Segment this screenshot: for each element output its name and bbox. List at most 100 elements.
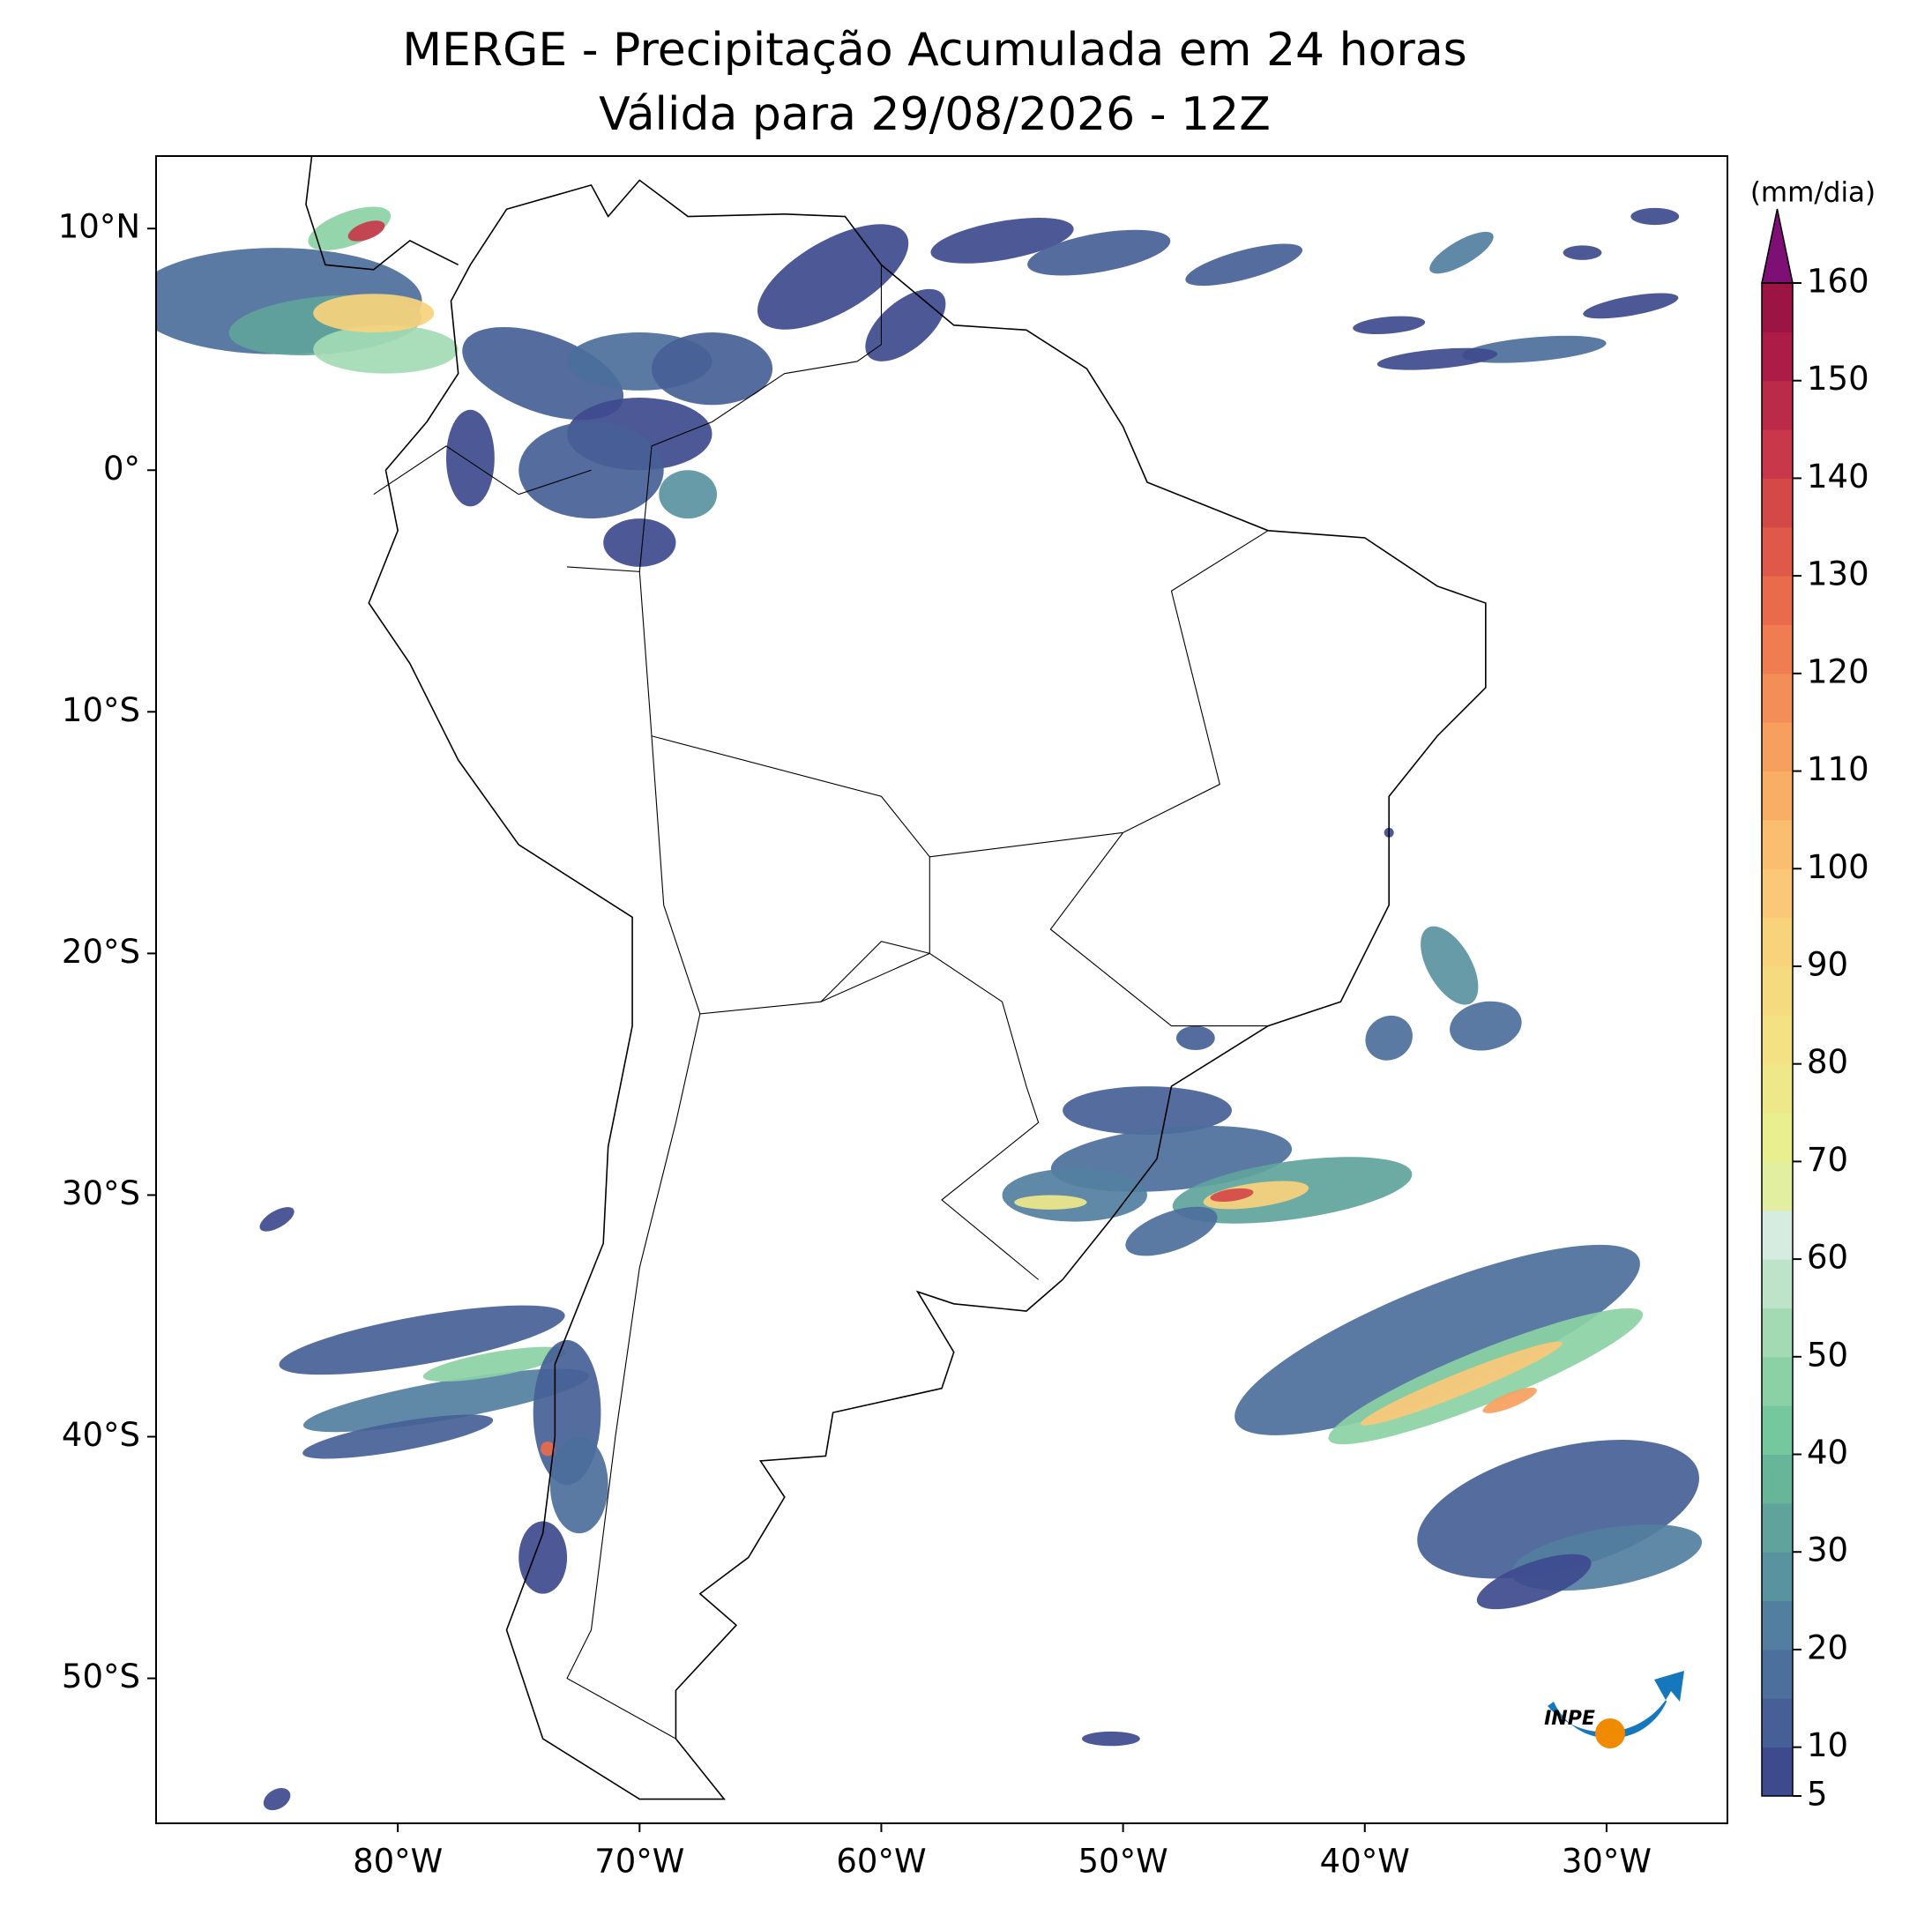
precip-area xyxy=(1421,926,1479,1005)
colorbar-extend xyxy=(1761,208,1794,284)
logo-text: INPE xyxy=(1544,1708,1595,1730)
precip-area xyxy=(1014,1195,1087,1210)
x-tick-label: 80°W xyxy=(353,1843,443,1881)
colorbar-band xyxy=(1762,283,1793,332)
precip-area xyxy=(549,1436,608,1534)
precip-area xyxy=(1461,335,1607,363)
coastline xyxy=(305,156,459,271)
colorbar-band xyxy=(1762,1747,1793,1797)
colorbar-band xyxy=(1762,1698,1793,1748)
colorbar-tick-label: 160 xyxy=(1807,263,1869,301)
border xyxy=(638,265,883,572)
colorbar-tick-label: 140 xyxy=(1807,458,1869,496)
precip-area xyxy=(1002,1168,1148,1222)
chart-subtitle: Válida para 29/08/2026 - 12Z xyxy=(599,88,1271,141)
precip-area xyxy=(1482,1387,1537,1413)
x-tick-label: 60°W xyxy=(836,1843,926,1881)
colorbar-band xyxy=(1762,1405,1793,1456)
precip-area xyxy=(1450,1001,1522,1051)
colorbar-tick-label: 5 xyxy=(1807,1776,1828,1814)
precip-area xyxy=(1353,316,1426,335)
y-tick-label: 10°S xyxy=(62,691,140,729)
colorbar-band xyxy=(1762,771,1793,821)
precip-area xyxy=(1185,243,1303,287)
colorbar-tick-label: 60 xyxy=(1807,1239,1848,1277)
precip-area xyxy=(1583,293,1679,319)
precip-area xyxy=(263,1788,291,1811)
colorbar-band xyxy=(1762,868,1793,919)
precip-area xyxy=(313,324,459,374)
colorbar-tick-label: 110 xyxy=(1807,750,1869,788)
border xyxy=(929,530,1269,858)
colorbar-band xyxy=(1762,1210,1793,1260)
colorbar-band xyxy=(1762,722,1793,772)
x-tick-label: 50°W xyxy=(1078,1843,1168,1881)
precip-area xyxy=(1376,347,1498,370)
colorbar-band xyxy=(1762,1600,1793,1650)
colorbar-band xyxy=(1762,1356,1793,1406)
precip-area xyxy=(1203,1181,1309,1210)
x-tick-label: 70°W xyxy=(594,1843,684,1881)
colorbar-tick-label: 80 xyxy=(1807,1043,1848,1081)
y-tick-label: 0° xyxy=(103,450,140,488)
precip-area xyxy=(652,332,773,406)
colorbar-band xyxy=(1762,478,1793,528)
precip-area xyxy=(1082,1731,1140,1747)
y-tick-label: 20°S xyxy=(62,933,140,971)
precip-area xyxy=(603,518,676,567)
y-tick-label: 40°S xyxy=(62,1416,140,1454)
colorbar-band xyxy=(1762,1454,1793,1504)
precip-area xyxy=(1125,1206,1218,1256)
y-tick-label: 10°N xyxy=(58,208,140,246)
precip-area xyxy=(259,1207,295,1232)
map-layer xyxy=(156,156,1703,1811)
precip-area xyxy=(930,218,1074,264)
colorbar-tick-label: 150 xyxy=(1807,360,1869,398)
precip-area xyxy=(347,220,385,242)
colorbar-tick-label: 130 xyxy=(1807,555,1869,593)
x-tick-label: 30°W xyxy=(1562,1843,1652,1881)
precip-area xyxy=(518,1521,568,1594)
colorbar-tick-label: 20 xyxy=(1807,1628,1848,1666)
precip-area xyxy=(540,1441,556,1457)
colorbar-band xyxy=(1762,965,1793,1016)
colorbar-band xyxy=(1762,1649,1793,1699)
border xyxy=(567,566,1040,1280)
colorbar-band xyxy=(1762,1063,1793,1114)
colorbar-tick-label: 100 xyxy=(1807,848,1869,886)
colorbar-band xyxy=(1762,576,1793,625)
precip-area xyxy=(308,206,392,250)
plot-frame xyxy=(155,155,1728,1824)
x-tick-label: 40°W xyxy=(1320,1843,1410,1881)
precip-area xyxy=(1027,229,1171,276)
colorbar-tick-label: 30 xyxy=(1807,1531,1848,1569)
colorbar-tick-label: 70 xyxy=(1807,1141,1848,1179)
colorbar-band xyxy=(1762,1259,1793,1308)
colorbar-band xyxy=(1762,624,1793,674)
precip-area xyxy=(1563,245,1602,260)
colorbar-band xyxy=(1762,1015,1793,1065)
logo-sun xyxy=(1595,1718,1625,1748)
colorbar-label: (mm/dia) xyxy=(1750,177,1876,209)
colorbar-band xyxy=(1762,1502,1793,1553)
colorbar-band xyxy=(1762,332,1793,382)
precip-area xyxy=(1365,1015,1413,1061)
precip-area xyxy=(302,1414,494,1459)
precip-area xyxy=(302,1368,590,1433)
colorbar-band xyxy=(1762,1113,1793,1162)
colorbar-band xyxy=(1762,1552,1793,1602)
colorbar-band xyxy=(1762,1161,1793,1211)
coastline xyxy=(368,179,1487,1800)
precip-area xyxy=(1476,1554,1592,1610)
colorbar-tick-label: 40 xyxy=(1807,1434,1848,1472)
border xyxy=(820,941,930,1002)
colorbar-band xyxy=(1762,819,1793,869)
border xyxy=(1049,832,1269,1027)
y-tick-label: 50°S xyxy=(62,1658,140,1695)
colorbar-band xyxy=(1762,1308,1793,1358)
precip-area xyxy=(1630,207,1680,226)
y-tick-label: 30°S xyxy=(62,1174,140,1212)
chart-title: MERGE - Precipitação Acumulada em 24 hor… xyxy=(402,24,1467,77)
colorbar-tick-label: 120 xyxy=(1807,652,1869,690)
